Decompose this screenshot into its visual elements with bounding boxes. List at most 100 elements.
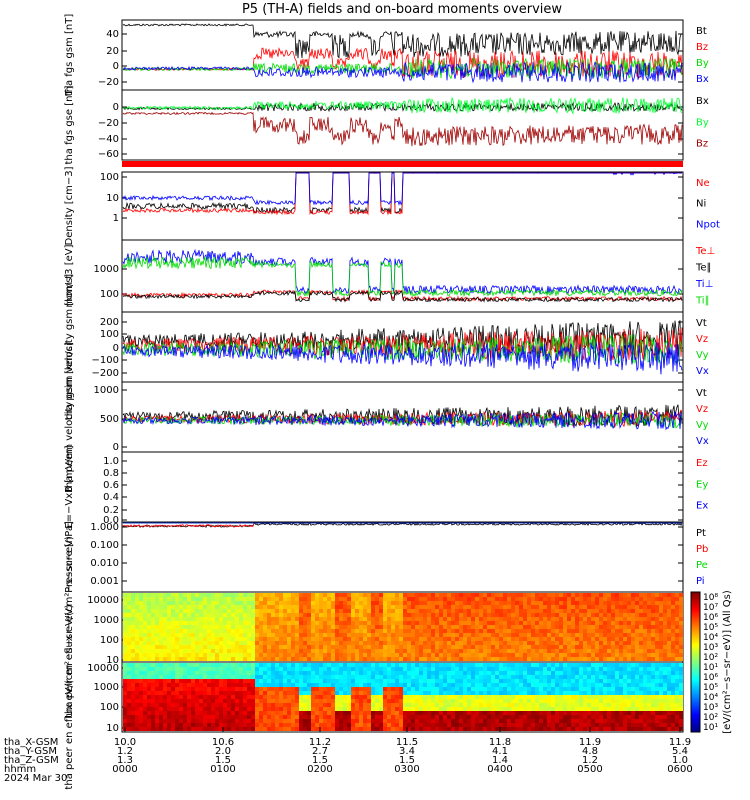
- y-tick-label: 10000: [87, 595, 119, 606]
- x-axis-value: 11.2: [309, 737, 331, 748]
- legend-Ne: Ne: [696, 178, 710, 189]
- y-tick-label: 100: [100, 702, 119, 713]
- x-axis-value: 11.9: [579, 737, 601, 748]
- y-axis-label: tha peim velocity gsm [km/s]: [64, 274, 75, 421]
- legend-Ni: Ni: [696, 199, 706, 210]
- legend-Pi: Pi: [696, 576, 705, 587]
- colorbar-tick: 10²: [703, 713, 718, 723]
- y-tick-label: 0.6: [103, 480, 119, 491]
- legend-Vt: Vt: [696, 318, 707, 329]
- y-tick-label: 0: [113, 442, 119, 453]
- series-Ti-par: [122, 255, 683, 298]
- ion-spectrogram: [123, 593, 683, 661]
- y-axis-label: tha peer en eflux eV/(cm²−s−sr−eV): [64, 604, 75, 789]
- series-Bt: [122, 23, 683, 59]
- y-tick-label: 100: [100, 289, 119, 300]
- series-Vt-peim: [122, 320, 683, 355]
- y-tick-label: 10000: [87, 663, 119, 674]
- y-tick-label: 200: [100, 317, 119, 328]
- y-tick-label: 1: [113, 213, 119, 224]
- y-tick-label: 0.010: [90, 558, 119, 569]
- x-axis-value: 11.5: [396, 737, 418, 748]
- x-axis-value: 4.1: [492, 746, 508, 757]
- y-tick-label: 10: [106, 655, 119, 666]
- series-Bx-gse: [122, 101, 683, 113]
- legend-Te⊥: Te⊥: [695, 246, 715, 257]
- y-axis-label: Pressure [nPa]: [64, 521, 75, 593]
- colorbar-tick: 10⁵: [703, 683, 718, 693]
- series-Bx: [122, 61, 683, 84]
- legend-Vy: Vy: [696, 420, 709, 431]
- legend-Vz: Vz: [696, 334, 708, 345]
- legend-Vx: Vx: [696, 366, 709, 377]
- legend-Vx: Vx: [696, 436, 709, 447]
- y-tick-label: −20: [98, 77, 119, 88]
- colorbar-tick: 10³: [703, 703, 718, 713]
- x-axis-value: 1.2: [117, 746, 133, 757]
- colorbar-tick: 10¹: [703, 723, 718, 733]
- series-Vz-peim: [122, 327, 683, 363]
- x-axis-row-label: hhmm: [4, 764, 36, 775]
- legend-Ti⊥: Ti⊥: [695, 279, 713, 290]
- colorbar: [690, 591, 701, 733]
- y-tick-label: 1.000: [90, 522, 119, 533]
- y-tick-label: 1000: [94, 682, 119, 693]
- y-tick-label: 1000: [94, 264, 119, 275]
- legend-Pt: Pt: [696, 528, 706, 539]
- colorbar-tick: 10⁴: [703, 693, 718, 703]
- series-By: [122, 56, 683, 80]
- y-axis-label: tha fgs gse [nT]: [64, 85, 75, 164]
- x-axis-value: 1.0: [672, 755, 688, 766]
- y-tick-label: 0.100: [90, 540, 119, 551]
- x-axis-value: 11.9: [669, 737, 691, 748]
- y-tick-label: 10: [106, 193, 119, 204]
- y-axis-label: E=−VxB [mV/m]: [64, 445, 75, 528]
- legend-Bz: Bz: [696, 42, 708, 53]
- y-tick-label: −40: [98, 134, 119, 145]
- plot-title: P5 (TH-A) fields and on-board moments ov…: [242, 2, 562, 17]
- legend-Bt: Bt: [696, 26, 707, 37]
- y-tick-label: 0: [113, 102, 119, 113]
- y-tick-label: 1000: [94, 385, 119, 396]
- panel-frame: [121, 89, 684, 161]
- y-tick-label: 100: [100, 329, 119, 340]
- colorbar-tick: 10⁵: [703, 623, 718, 633]
- series-By-gse: [122, 96, 683, 115]
- x-axis-value: 0600: [667, 764, 692, 775]
- y-tick-label: 1.0: [103, 456, 119, 467]
- date-label: 2024 Mar 30: [4, 773, 67, 784]
- legend-By: By: [696, 58, 709, 69]
- legend-By: By: [696, 117, 709, 128]
- y-tick-label: 0.2: [103, 505, 119, 516]
- x-axis-value: 0200: [307, 764, 332, 775]
- y-axis-label: mom t3 [eV]: [64, 244, 75, 307]
- x-axis-value: 10.0: [114, 737, 136, 748]
- x-axis-value: 10.6: [212, 737, 234, 748]
- x-axis-value: 3.4: [399, 746, 415, 757]
- legend-Npot: Npot: [696, 219, 720, 230]
- panel-frame: [121, 451, 684, 523]
- colorbar-tick: 10⁸: [703, 593, 718, 603]
- legend-Pb: Pb: [696, 544, 708, 555]
- x-axis-value: 1.5: [399, 755, 415, 766]
- y-axis-label: Density [cm−3]: [64, 166, 75, 245]
- x-axis-value: 4.8: [582, 746, 598, 757]
- y-tick-label: 0: [113, 61, 119, 72]
- legend-Pe: Pe: [696, 560, 708, 571]
- legend-Vy: Vy: [696, 350, 709, 361]
- colorbar-tick: 10²: [703, 653, 718, 663]
- x-axis-value: 0300: [394, 764, 419, 775]
- y-tick-label: −20: [98, 118, 119, 129]
- series-Npot: [122, 172, 682, 206]
- x-axis-value: 1.5: [215, 755, 231, 766]
- legend-Vz: Vz: [696, 404, 708, 415]
- x-axis-value: 1.3: [117, 755, 133, 766]
- legend-Bz: Bz: [696, 139, 708, 150]
- legend-Vt: Vt: [696, 388, 707, 399]
- colorbar-tick: 10⁴: [703, 633, 718, 643]
- y-tick-label: 500: [100, 414, 119, 425]
- legend-Ti∥: Ti∥: [695, 296, 710, 307]
- y-axis-label: tha peir en eflux eV/(cm²−s−sr−eV): [64, 536, 75, 718]
